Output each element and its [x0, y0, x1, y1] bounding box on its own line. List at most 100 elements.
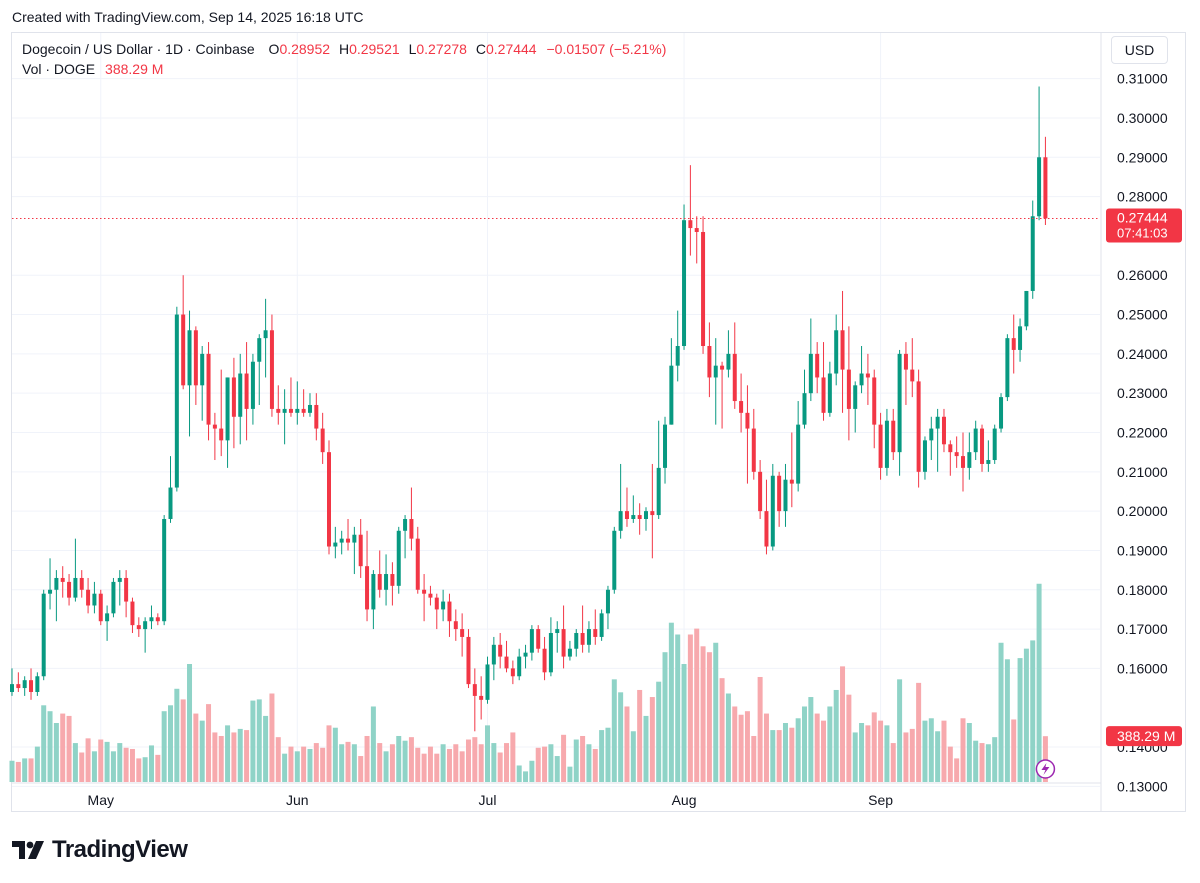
volume-bar: [440, 744, 446, 782]
candle-body: [491, 644, 496, 665]
chart-panel[interactable]: [11, 32, 1186, 812]
candle-body: [155, 617, 160, 622]
candle-body: [770, 475, 775, 547]
candle-body: [434, 597, 439, 610]
volume-bar: [396, 735, 402, 782]
candle-body: [821, 377, 826, 413]
volume-bar: [573, 739, 579, 782]
candle-body: [86, 589, 91, 606]
time-tick-label: Aug: [672, 792, 697, 808]
candle-body: [225, 377, 230, 441]
volume-bar: [782, 723, 788, 782]
candle-body: [193, 330, 198, 386]
candle-body: [637, 515, 642, 519]
volume-bar: [1023, 648, 1029, 782]
volume-bar: [966, 723, 972, 782]
candle-body: [136, 625, 141, 630]
price-tick-label: 0.25000: [1117, 307, 1168, 323]
volume-bar: [770, 730, 776, 782]
volume-bar: [890, 743, 896, 782]
candle-body: [41, 593, 46, 677]
volume-bar: [377, 743, 383, 782]
candle-body: [599, 613, 604, 637]
volume-bar: [611, 679, 617, 782]
candle-body: [384, 574, 389, 590]
candle-body: [181, 314, 186, 386]
volume-bar: [389, 744, 395, 782]
volume-bar: [580, 735, 586, 782]
candle-body: [561, 629, 566, 657]
candle-body: [777, 475, 782, 512]
candle-body: [688, 220, 693, 229]
candle-body: [22, 680, 27, 689]
volume-bar: [973, 740, 979, 782]
candle-body: [29, 680, 34, 692]
candle-body: [187, 330, 192, 386]
volume-bar: [687, 634, 693, 782]
candle-body: [669, 365, 674, 425]
volume-legend: Vol · DOGE 388.29 M: [22, 61, 163, 77]
volume-bar: [142, 757, 148, 782]
candle-body: [1024, 290, 1029, 327]
candle-body: [656, 467, 661, 516]
candle-body: [174, 314, 179, 488]
candle-body: [529, 629, 534, 653]
candle-body: [872, 377, 877, 425]
candle-body: [168, 487, 173, 519]
candle-body: [143, 621, 148, 630]
candle-body: [586, 629, 591, 645]
last-price-value: 0.27444: [1117, 209, 1168, 225]
volume-bar: [117, 743, 123, 782]
time-axis: May Jun Jul Aug Sep: [88, 792, 894, 808]
volume-bar: [725, 693, 731, 782]
candle-body: [916, 381, 921, 472]
candle-body: [390, 574, 395, 586]
volume-bar: [827, 706, 833, 782]
candle-body: [935, 416, 940, 429]
volume-bar: [833, 689, 839, 782]
candle-body: [250, 361, 255, 409]
candle-body: [1011, 338, 1016, 350]
volume-bar: [434, 753, 440, 782]
volume-bar: [91, 751, 97, 782]
volume-bar: [34, 746, 40, 782]
candle-body: [276, 408, 281, 413]
candle-body: [834, 330, 839, 374]
volume-bar: [1011, 719, 1017, 782]
volume-bar: [504, 743, 510, 782]
candle-body: [941, 416, 946, 445]
volume-bars: [9, 583, 1048, 782]
volume-bar: [174, 688, 180, 782]
candle-body: [986, 460, 991, 464]
volume-bar: [554, 756, 560, 782]
candle-body: [707, 346, 712, 378]
symbol-title: Dogecoin / US Dollar · 1D · Coinbase: [22, 41, 255, 57]
volume-bar: [212, 732, 218, 782]
candle-body: [1005, 338, 1010, 398]
currency-button[interactable]: USD: [1111, 36, 1168, 64]
volume-bar: [364, 735, 370, 782]
volume-bar: [700, 646, 706, 782]
candle-body: [73, 577, 78, 598]
candle-body: [732, 353, 737, 402]
candle-body: [10, 684, 14, 692]
volume-bar: [1017, 658, 1023, 782]
volume-bar: [199, 720, 205, 782]
volume-bar: [897, 679, 903, 782]
candle-body: [200, 353, 205, 386]
volume-bar: [206, 704, 212, 782]
volume-bar: [453, 744, 459, 782]
volume-bar: [802, 706, 807, 782]
volume-bar: [1036, 583, 1042, 782]
candle-body: [333, 542, 338, 547]
candle-body: [555, 629, 560, 634]
volume-bar: [706, 652, 712, 782]
volume-bar: [1042, 736, 1048, 782]
candle-body: [1018, 326, 1023, 350]
volume-bar: [516, 765, 522, 782]
volume-bar: [332, 727, 338, 782]
candle-body: [922, 440, 927, 472]
volume-bar: [269, 693, 275, 782]
volume-bar: [497, 752, 503, 782]
